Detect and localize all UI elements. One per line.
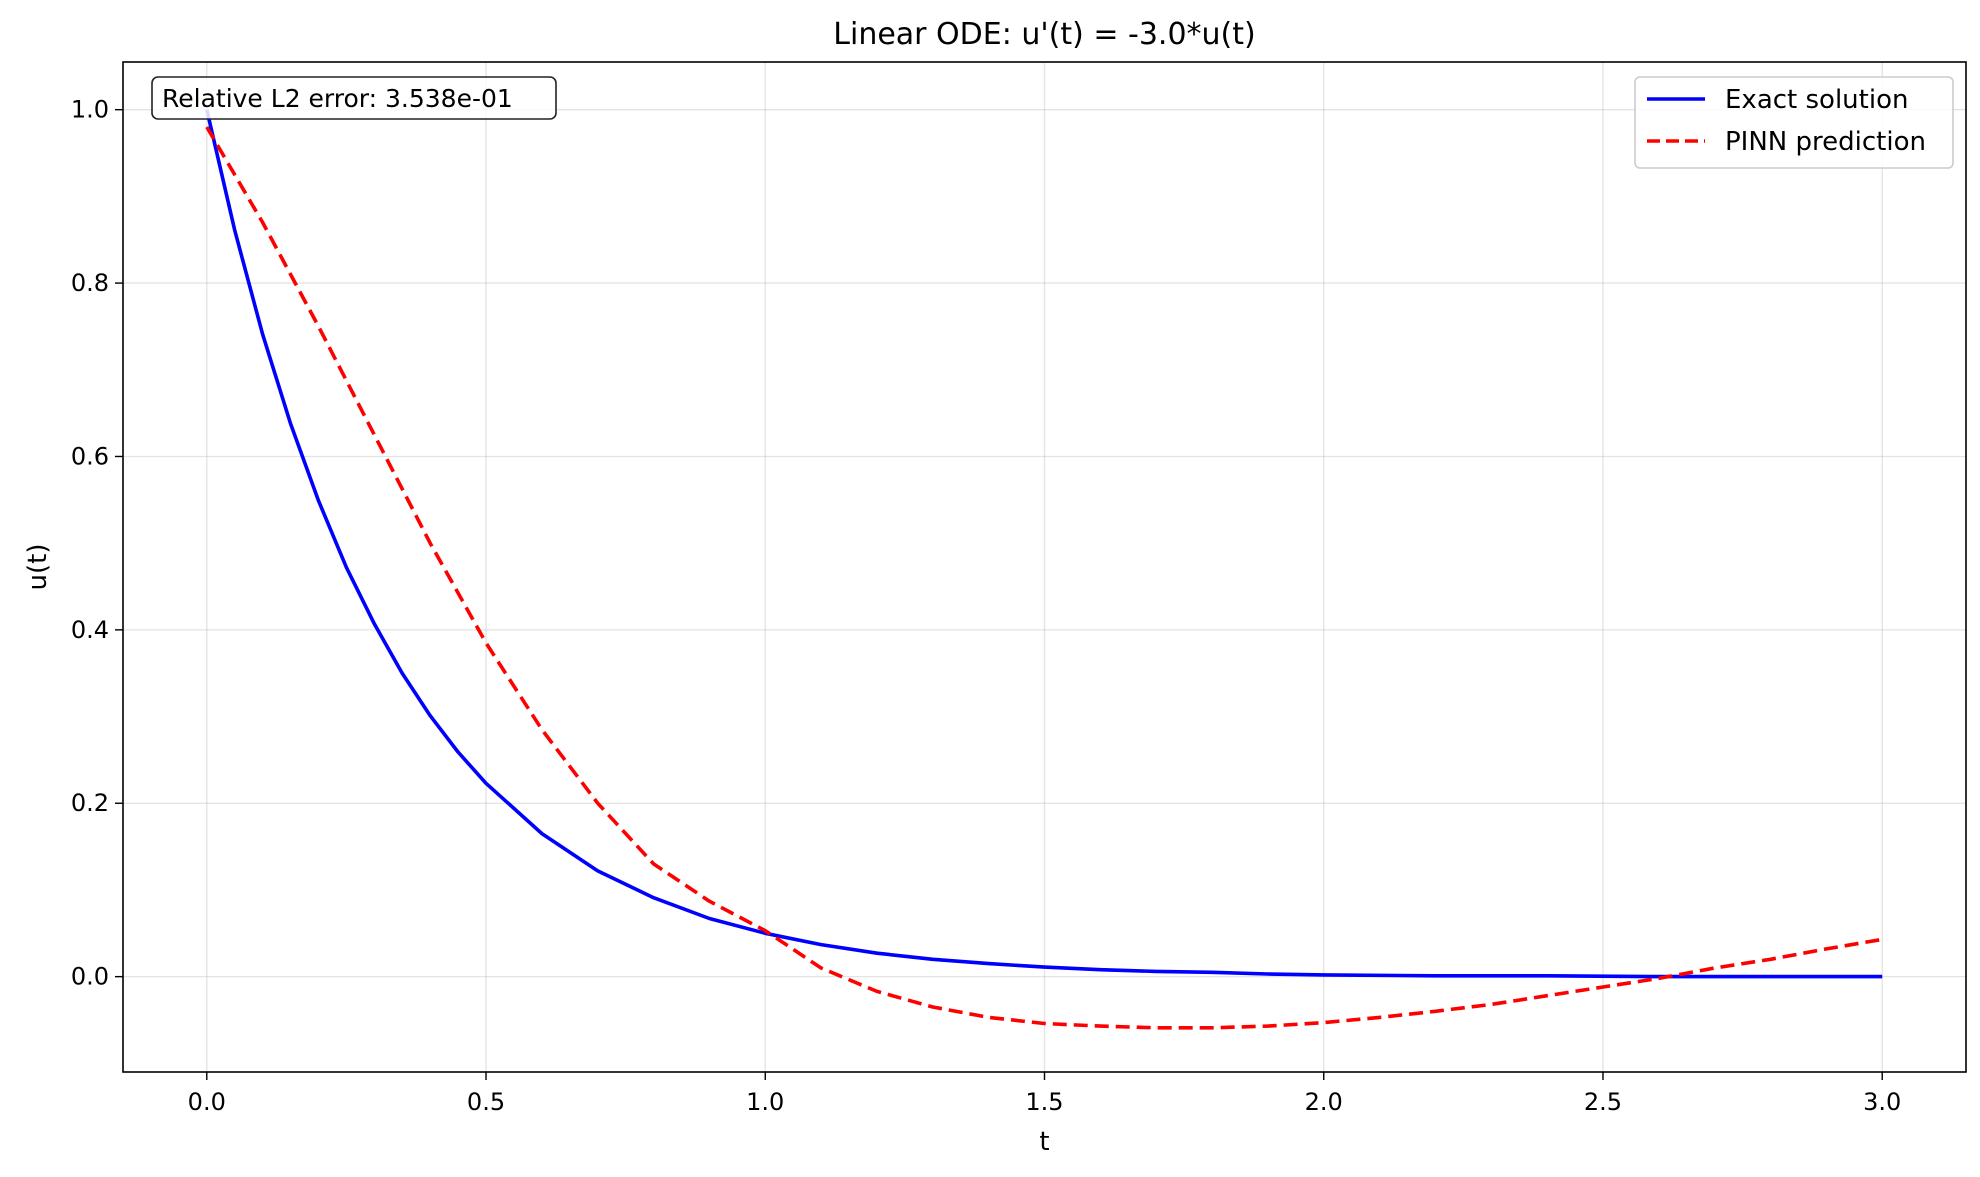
x-tick-label: 2.5 bbox=[1584, 1088, 1622, 1116]
plot-lines bbox=[205, 109, 1883, 1030]
x-tick-label: 2.0 bbox=[1305, 1088, 1343, 1116]
y-tick-label: 0.0 bbox=[71, 963, 109, 991]
y-tick-label: 0.4 bbox=[71, 616, 109, 644]
series-line-pinn-prediction bbox=[205, 126, 1883, 1030]
y-tick-label: 1.0 bbox=[71, 96, 109, 124]
legend-label-exact-solution: Exact solution bbox=[1725, 85, 1908, 115]
x-tick-label: 1.5 bbox=[1025, 1088, 1063, 1116]
y-axis: 0.0 0.2 0.4 0.6 0.8 1.0 bbox=[71, 96, 123, 991]
x-tick-label: 1.0 bbox=[746, 1088, 784, 1116]
chart-title: Linear ODE: u'(t) = -3.0*u(t) bbox=[833, 17, 1255, 52]
y-tick-label: 0.8 bbox=[71, 269, 109, 297]
x-tick-label: 3.0 bbox=[1863, 1088, 1901, 1116]
legend-frame bbox=[1634, 76, 1954, 169]
error-annotation: Relative L2 error: 3.538e-01 bbox=[151, 76, 557, 120]
legend: Exact solution PINN prediction bbox=[1634, 76, 1954, 169]
legend-label-pinn-prediction: PINN prediction bbox=[1725, 127, 1926, 157]
x-tick-label: 0.5 bbox=[467, 1088, 505, 1116]
y-axis-label: u(t) bbox=[23, 544, 53, 591]
x-axis-label: t bbox=[1039, 1127, 1049, 1157]
y-tick-label: 0.2 bbox=[71, 789, 109, 817]
series-line-exact-solution bbox=[205, 109, 1883, 979]
x-tick-label: 0.0 bbox=[188, 1088, 226, 1116]
error-annotation-box bbox=[151, 76, 557, 120]
grid bbox=[123, 62, 1966, 1072]
y-tick-label: 0.6 bbox=[71, 442, 109, 470]
x-axis: 0.0 0.5 1.0 1.5 2.0 2.5 3.0 bbox=[188, 1072, 1901, 1116]
error-annotation-text: Relative L2 error: 3.538e-01 bbox=[162, 84, 513, 113]
